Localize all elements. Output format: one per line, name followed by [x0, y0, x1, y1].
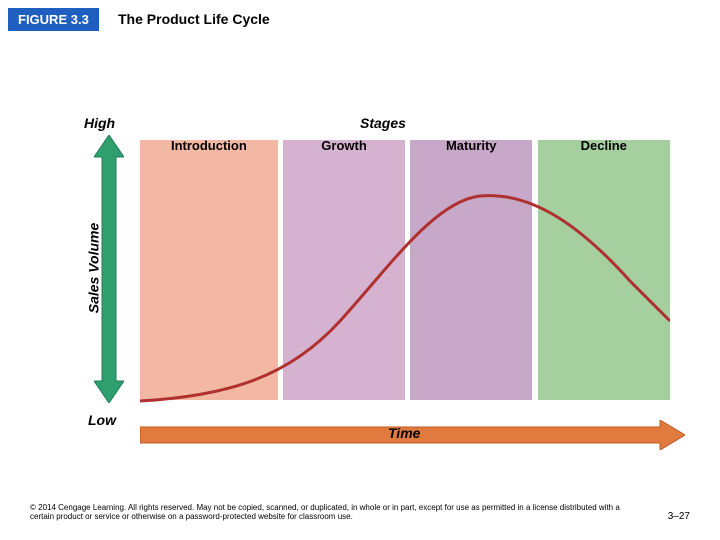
phase-label-introduction: Introduction: [140, 138, 278, 153]
axis-low-label: Low: [88, 412, 116, 428]
figure-badge: FIGURE 3.3: [8, 8, 99, 31]
sales-volume-label: Sales Volume: [85, 223, 101, 314]
slide: FIGURE 3.3 The Product Life Cycle High S…: [0, 0, 720, 540]
phase-decline: [538, 140, 671, 400]
stages-label: Stages: [360, 115, 406, 131]
phase-introduction: [140, 140, 278, 400]
phase-growth: [283, 140, 405, 400]
phase-label-maturity: Maturity: [410, 138, 532, 153]
page-number: 3–27: [668, 511, 690, 522]
plc-chart: Introduction Growth Maturity Decline: [140, 140, 670, 400]
phase-label-decline: Decline: [538, 138, 671, 153]
time-label: Time: [388, 425, 420, 441]
copyright-text: © 2014 Cengage Learning. All rights rese…: [30, 503, 640, 522]
phase-label-growth: Growth: [283, 138, 405, 153]
figure-title: The Product Life Cycle: [118, 11, 270, 27]
phase-maturity: [410, 140, 532, 400]
axis-high-label: High: [84, 115, 115, 131]
